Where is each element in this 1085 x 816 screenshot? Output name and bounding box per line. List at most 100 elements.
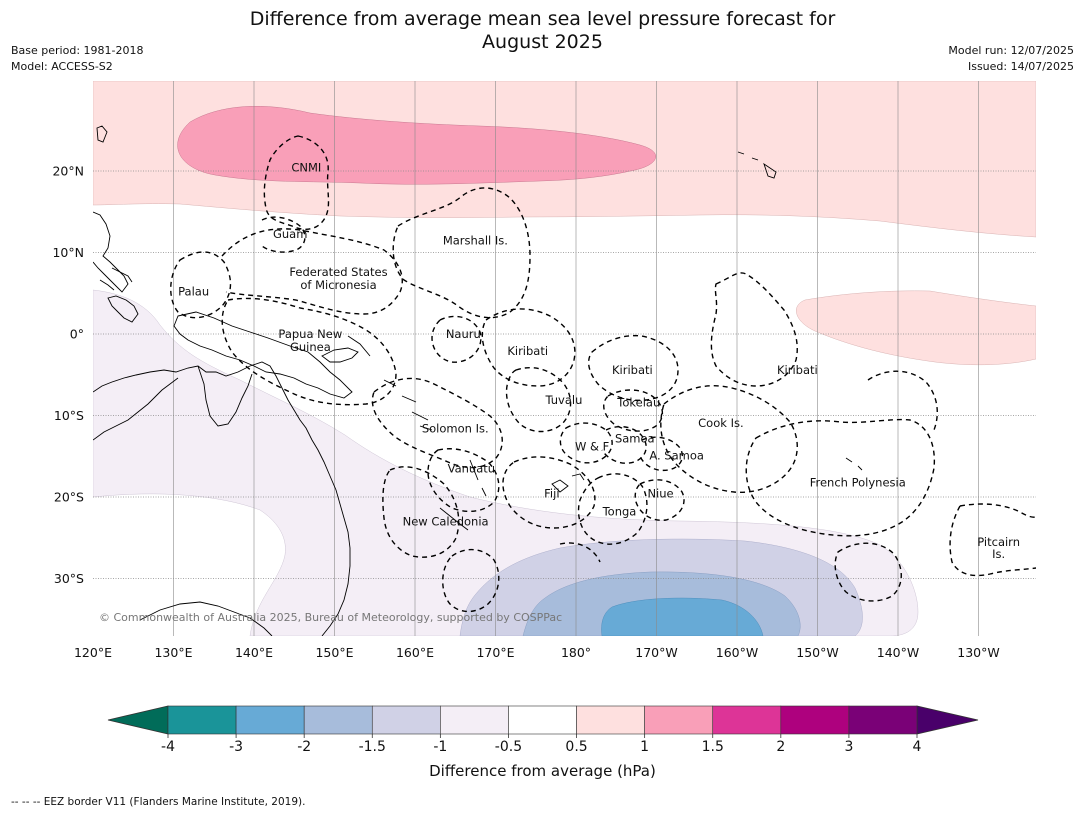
colorbar-box-2	[303, 705, 373, 735]
colorbar-tick-label-2: -2	[297, 739, 311, 755]
anomaly-region-pos-light-east	[796, 290, 1036, 366]
place-label-2: Marshall Is.	[443, 233, 508, 247]
eez-norfolk	[442, 549, 500, 613]
colorbar-label: Difference from average (hPa)	[429, 762, 656, 780]
coastline-mindanao	[107, 295, 139, 323]
coastline-vanuatu	[469, 459, 487, 497]
coastline-tahiti	[845, 457, 863, 471]
coastline-australia	[93, 361, 351, 636]
base-period: Base period: 1981-2018	[11, 44, 144, 57]
eez-marshall	[392, 187, 531, 319]
colorbar-box-4	[440, 705, 509, 735]
colorbar-boxes	[167, 705, 918, 735]
eez-vanuatu	[427, 448, 500, 513]
lon-tick-label-8: 160°W	[716, 645, 758, 660]
map-title: Difference from average mean sea level p…	[0, 8, 1085, 54]
map-title-line2: August 2025	[482, 31, 603, 53]
place-label-11: Kiribati	[777, 363, 818, 377]
eez-marquesas	[867, 370, 938, 431]
colorbar-box-3	[371, 705, 441, 735]
eez-niue	[634, 479, 685, 521]
place-label-12: Tuvalu	[544, 393, 582, 407]
eez-kiribati-gilbert	[481, 308, 576, 387]
eez-american-samoa	[639, 436, 684, 472]
eez-fsm	[221, 228, 403, 315]
colorbar-tick-label-1: -3	[229, 739, 243, 755]
colorbar-tick-label-10: 3	[844, 739, 853, 755]
eez-tokelau	[603, 389, 663, 432]
lat-tick-label-2: 0°	[70, 327, 84, 342]
place-label-25: Pitcairn	[977, 535, 1020, 549]
lat-tick-label-3: 10°S	[54, 408, 84, 423]
lon-tick-label-9: 150°W	[796, 645, 838, 660]
lon-tick-label-0: 120°E	[74, 645, 112, 660]
model-run: Model run: 12/07/2025	[948, 44, 1074, 57]
lat-tick-label-5: 30°S	[54, 571, 84, 586]
colorbar-box-9	[780, 705, 850, 735]
eez-kiribati-phoenix	[587, 334, 679, 402]
colorbar-under-arrow	[107, 705, 169, 735]
place-label-0: CNMI	[291, 161, 321, 175]
place-label-10: Kiribati	[612, 363, 653, 377]
coastline-new-ireland	[347, 335, 371, 357]
coastline-new-britain	[321, 347, 359, 363]
place-label-26: Is.	[992, 547, 1005, 561]
place-label-19: Vanuatu	[448, 461, 495, 475]
place-label-15: Cook Is.	[698, 416, 743, 430]
lon-tick-label-10: 140°W	[877, 645, 919, 660]
colorbar: -4 -3 -2 -1.5 -1 -0.5 0.5 1 1.5 2 3 4	[107, 705, 979, 755]
lon-tick-label-1: 130°E	[154, 645, 192, 660]
eez-png	[221, 297, 397, 406]
lon-tick-label-7: 170°W	[635, 645, 677, 660]
axis-labels: 120°E 130°E 140°E 150°E 160°E 170°E 180° 170°W 1…	[52, 164, 999, 661]
coastline-new-caledonia	[439, 507, 469, 531]
lon-tick-label-5: 170°E	[476, 645, 514, 660]
coastline-fiji	[551, 473, 585, 493]
colorbar-tick-label-0: -4	[161, 739, 175, 755]
colorbar-tick-label-11: 4	[913, 739, 922, 755]
eez-kiribati-line	[710, 272, 798, 387]
colorbar-box-10	[848, 705, 918, 735]
eez-south-ring	[834, 542, 902, 602]
colorbar-box-7	[644, 705, 714, 735]
eez-tonga	[577, 473, 648, 545]
lat-tick-label-0: 20°N	[52, 164, 84, 179]
anomaly-region-pos-pink-core	[177, 105, 657, 185]
colorbar-tick-label-9: 2	[776, 739, 785, 755]
colorbar-box-6	[576, 705, 645, 735]
coastline-australia-gulf	[197, 365, 253, 427]
eez-kermadec	[559, 542, 601, 563]
colorbar-ticks: -4 -3 -2 -1.5 -1 -0.5 0.5 1 1.5 2 3 4	[161, 734, 922, 755]
coastline-hawaii	[737, 151, 777, 179]
place-label-23: Tonga	[602, 505, 637, 519]
place-label-8: Nauru	[446, 327, 481, 341]
lon-tick-label-2: 140°E	[235, 645, 273, 660]
colorbar-tick-label-6: 0.5	[565, 739, 587, 755]
eez-wallis-futuna	[559, 422, 613, 464]
meta-right: Model run: 12/07/2025 Issued: 14/07/2025	[948, 43, 1074, 75]
lon-tick-label-4: 160°E	[396, 645, 434, 660]
lon-tick-label-3: 150°E	[315, 645, 353, 660]
eez-pitcairn	[949, 503, 1036, 577]
place-label-14: Solomon Is.	[422, 422, 489, 436]
place-label-18: A. Samoa	[649, 448, 704, 462]
place-label-16: Samoa	[615, 431, 655, 445]
coastlines	[93, 125, 863, 636]
eez-samoa	[601, 425, 647, 464]
colorbar-box-1	[235, 705, 305, 735]
coastline-visayas	[99, 267, 133, 291]
colorbar-tick-label-4: -1	[433, 739, 447, 755]
model-name: Model: ACCESS-S2	[11, 60, 113, 73]
place-label-4: of Micronesia	[300, 278, 376, 292]
copyright-notice: © Commonwealth of Australia 2025, Bureau…	[99, 611, 562, 624]
gridlines	[93, 81, 1036, 636]
lat-tick-label-1: 10°N	[52, 245, 84, 260]
colorbar-box-0	[167, 705, 237, 735]
eez-cnmi	[263, 135, 330, 230]
lat-tick-label-4: 20°S	[54, 490, 84, 505]
place-label-5: Palau	[178, 285, 209, 299]
anomaly-region-neg-2	[601, 597, 764, 636]
eez-cook	[660, 385, 798, 493]
place-label-13: Tokelau	[616, 395, 660, 409]
